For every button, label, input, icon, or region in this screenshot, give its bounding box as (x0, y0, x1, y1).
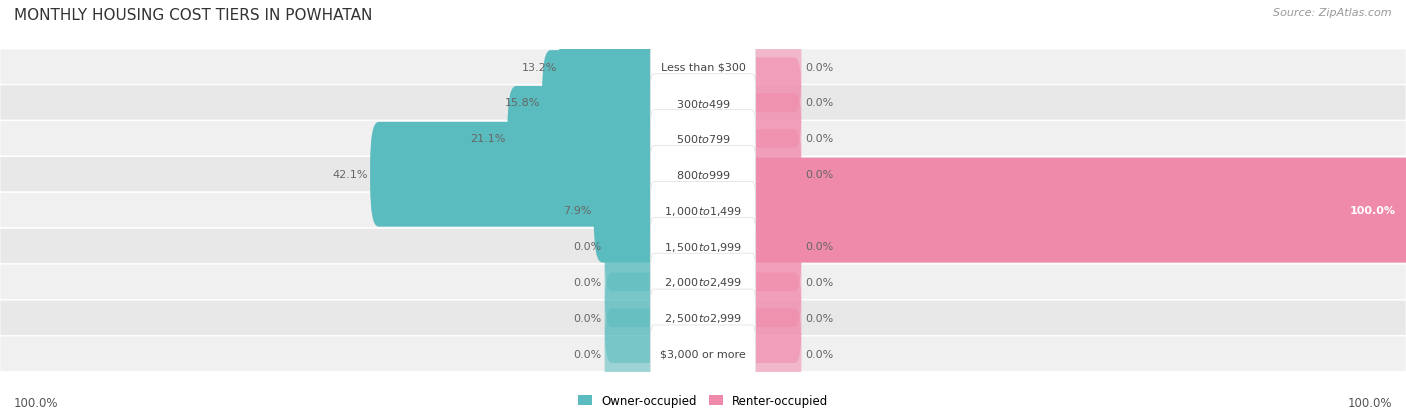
FancyBboxPatch shape (0, 121, 1406, 157)
Text: 0.0%: 0.0% (572, 242, 602, 252)
Text: $300 to $499: $300 to $499 (675, 97, 731, 109)
Text: 0.0%: 0.0% (572, 277, 602, 287)
FancyBboxPatch shape (560, 15, 662, 120)
Text: 0.0%: 0.0% (572, 349, 602, 359)
FancyBboxPatch shape (745, 273, 801, 363)
Text: 0.0%: 0.0% (804, 98, 834, 108)
Text: 15.8%: 15.8% (505, 98, 540, 108)
FancyBboxPatch shape (508, 87, 662, 191)
Text: 0.0%: 0.0% (804, 62, 834, 72)
FancyBboxPatch shape (0, 228, 1406, 264)
FancyBboxPatch shape (745, 309, 801, 399)
FancyBboxPatch shape (650, 75, 756, 132)
FancyBboxPatch shape (650, 325, 756, 382)
FancyBboxPatch shape (605, 273, 661, 363)
FancyBboxPatch shape (605, 237, 661, 328)
FancyBboxPatch shape (745, 130, 801, 220)
Text: 100.0%: 100.0% (1350, 206, 1395, 216)
FancyBboxPatch shape (650, 182, 756, 239)
Text: 0.0%: 0.0% (804, 313, 834, 323)
Text: 0.0%: 0.0% (804, 134, 834, 144)
Text: 0.0%: 0.0% (804, 277, 834, 287)
Text: 0.0%: 0.0% (804, 242, 834, 252)
FancyBboxPatch shape (0, 50, 1406, 85)
Text: $1,500 to $1,999: $1,500 to $1,999 (664, 240, 742, 253)
FancyBboxPatch shape (543, 51, 662, 156)
FancyBboxPatch shape (745, 237, 801, 328)
Legend: Owner-occupied, Renter-occupied: Owner-occupied, Renter-occupied (578, 394, 828, 407)
FancyBboxPatch shape (0, 85, 1406, 121)
FancyBboxPatch shape (745, 94, 801, 184)
FancyBboxPatch shape (605, 309, 661, 399)
FancyBboxPatch shape (0, 300, 1406, 336)
FancyBboxPatch shape (650, 290, 756, 347)
Text: 13.2%: 13.2% (522, 62, 557, 72)
Text: $800 to $999: $800 to $999 (675, 169, 731, 181)
FancyBboxPatch shape (650, 39, 756, 96)
Text: $1,000 to $1,499: $1,000 to $1,499 (664, 204, 742, 217)
FancyBboxPatch shape (370, 123, 662, 227)
Text: 42.1%: 42.1% (332, 170, 368, 180)
Text: Less than $300: Less than $300 (661, 62, 745, 72)
FancyBboxPatch shape (593, 158, 662, 263)
FancyBboxPatch shape (605, 201, 661, 292)
FancyBboxPatch shape (745, 201, 801, 292)
FancyBboxPatch shape (744, 158, 1406, 263)
FancyBboxPatch shape (650, 254, 756, 311)
Text: 0.0%: 0.0% (804, 349, 834, 359)
Text: 100.0%: 100.0% (14, 396, 59, 409)
FancyBboxPatch shape (0, 193, 1406, 228)
FancyBboxPatch shape (650, 146, 756, 204)
FancyBboxPatch shape (650, 110, 756, 168)
FancyBboxPatch shape (745, 58, 801, 148)
Text: 21.1%: 21.1% (470, 134, 505, 144)
Text: MONTHLY HOUSING COST TIERS IN POWHATAN: MONTHLY HOUSING COST TIERS IN POWHATAN (14, 8, 373, 23)
Text: $3,000 or more: $3,000 or more (661, 349, 745, 359)
FancyBboxPatch shape (650, 218, 756, 275)
FancyBboxPatch shape (745, 22, 801, 113)
Text: $2,500 to $2,999: $2,500 to $2,999 (664, 311, 742, 325)
FancyBboxPatch shape (0, 336, 1406, 372)
FancyBboxPatch shape (0, 157, 1406, 193)
Text: Source: ZipAtlas.com: Source: ZipAtlas.com (1274, 8, 1392, 18)
Text: 0.0%: 0.0% (804, 170, 834, 180)
Text: 100.0%: 100.0% (1347, 396, 1392, 409)
Text: 7.9%: 7.9% (562, 206, 592, 216)
Text: $500 to $799: $500 to $799 (675, 133, 731, 145)
FancyBboxPatch shape (0, 264, 1406, 300)
Text: 0.0%: 0.0% (572, 313, 602, 323)
Text: $2,000 to $2,499: $2,000 to $2,499 (664, 276, 742, 289)
